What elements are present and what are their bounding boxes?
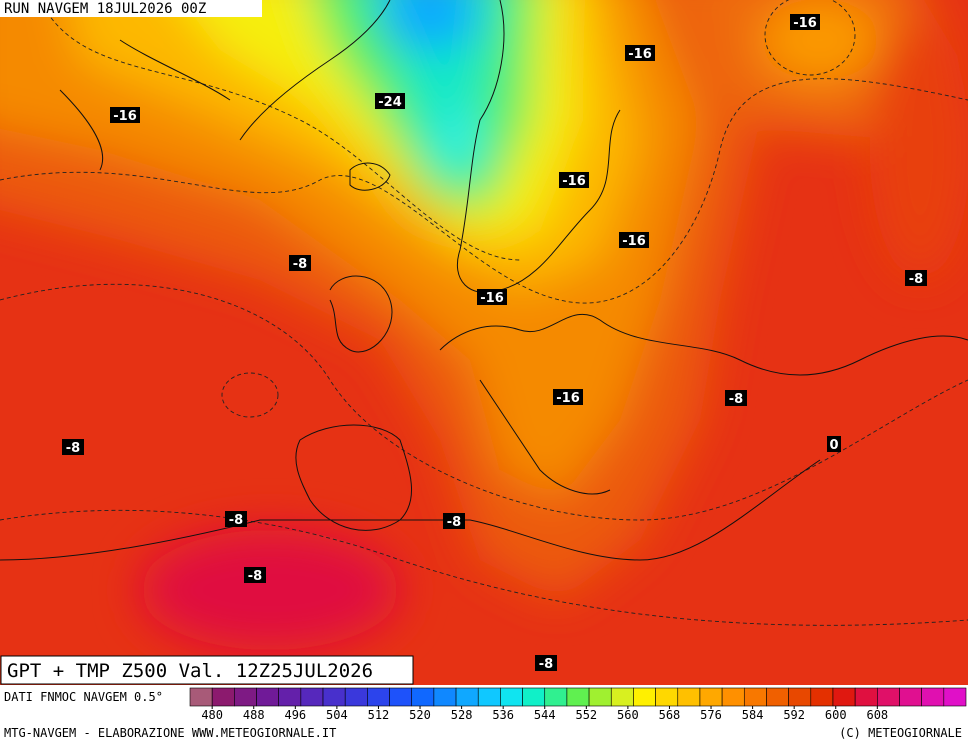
colorbar-swatch [477,687,501,707]
temperature-label-box [477,289,507,305]
colorbar-tick-label: 584 [742,708,764,722]
colorbar-tick-label: 496 [284,708,306,722]
temperature-label: -8 [539,657,553,672]
temperature-label: -8 [248,569,262,584]
temperature-label-box [790,14,820,30]
field: -16 -24 -16 -16 -16 -16 -8 -16 -8 -16 -8 0 -8 -8 -8 -8 -… [0,0,968,685]
colorbar-swatch [278,687,302,707]
colorbar-swatch [699,687,723,707]
footer-left: MTG-NAVGEM - ELABORAZIONE WWW.METEOGIORN… [4,726,336,740]
colorbar-swatch [189,687,213,707]
temperature-label: -16 [556,391,580,406]
temperature-label: -16 [628,47,652,62]
colorbar-tick-label: 552 [575,708,597,722]
colorbar-swatch [854,687,878,707]
colorbar-tick-label: 488 [243,708,265,722]
run-header: RUN NAVGEM 18JUL2026 00Z [4,1,206,17]
colorbar-swatch [743,687,767,707]
temperature-label-box [905,270,927,286]
source-label: DATI FNMOC NAVGEM 0.5° [4,690,163,704]
footer-right: (C) METEOGIORNALE [839,726,962,740]
colorbar-swatch [455,687,479,707]
temperature-label: -8 [729,392,743,407]
colorbar-tick-label: 544 [534,708,556,722]
colorbar-swatch [389,687,413,707]
temperature-label-box [244,567,266,583]
temperature-label: -8 [447,515,461,530]
colorbar-swatch [721,687,745,707]
temperature-label: -8 [229,513,243,528]
temperature-label: -8 [66,441,80,456]
temperature-label-box [375,93,405,109]
colorbar-tick-label: 520 [409,708,431,722]
temperature-label-box [619,232,649,248]
colorbar-tick-label: 592 [783,708,805,722]
colorbar-swatch [921,687,945,707]
temperature-label-box [225,511,247,527]
colorbar-tick-label: 568 [659,708,681,722]
colorbar-tick-label: 480 [201,708,223,722]
colorbar-swatch [943,687,967,707]
colorbar-swatch [234,687,257,707]
colorbar-swatch [411,687,435,707]
colorbar-tick-label: 512 [368,708,390,722]
temperature-label-box [535,655,557,671]
colorbar-tick-label: 504 [326,708,348,722]
colorbar-swatch [832,687,856,707]
colorbar-tick-label: 608 [866,708,888,722]
temperature-label-box [559,172,589,188]
colorbar-tick-label: 600 [825,708,847,722]
temperature-label-box [110,107,140,123]
colorbar-tick-label: 560 [617,708,639,722]
colorbar-swatch [544,687,568,707]
colorbar-swatch [588,687,612,707]
temperature-label: -24 [378,95,402,110]
temperature-label-box [827,436,841,452]
colorbar-swatch [566,687,590,707]
colorbar-swatch [766,687,789,707]
map-title: GPT + TMP Z500 Val. 12Z25JUL2026 [7,660,373,682]
temperature-label: -16 [113,109,137,124]
colorbar-tick-label: 576 [700,708,722,722]
temperature-label: -16 [622,234,646,249]
temperature-label: -16 [480,291,504,306]
title-box [0,655,414,685]
temperature-label: -16 [793,16,817,31]
temperature-label: 0 [829,438,838,453]
temperature-label: -8 [293,257,307,272]
colorbar-swatch [433,687,457,707]
colorbar-tick-label: 528 [451,708,473,722]
colorbar-swatch [211,687,235,707]
colorbar-swatch [300,687,324,707]
colorbar-swatch [877,687,900,707]
colorbar-swatch [899,687,922,707]
temperature-labels: -16 -24 -16 -16 -16 -16 -8 -16 -8 -16 -8 0 -8 -8 -8 -8 -… [62,14,927,672]
temperature-label-box [553,389,583,405]
colorbar-tick-label: 536 [492,708,514,722]
contours [0,0,968,626]
colorbar-swatch [633,687,656,707]
header-box [0,0,262,17]
temperature-label: -16 [562,174,586,189]
colorbar-swatch [677,687,701,707]
colorbar-swatch [655,687,679,707]
colorbar-swatch [522,687,546,707]
colorbar-swatch [367,687,390,707]
colorbar-swatch [500,687,523,707]
temperature-label-box [443,513,465,529]
colorbar-swatch [610,687,634,707]
temperature-label-box [62,439,84,455]
temperature-label-box [725,390,747,406]
temperature-label-box [289,255,311,271]
temperature-label-box [625,45,655,61]
colorbar-swatch [322,687,346,707]
colorbar-swatch [256,687,279,707]
colorbar-swatch [344,687,368,707]
temperature-label: -8 [909,272,923,287]
colorbar-swatch [788,687,812,707]
colorbar-swatch [810,687,834,707]
colorbar: 480 488 496 504 512 520 528 536 544 552 560 568 576 5… [189,687,967,722]
